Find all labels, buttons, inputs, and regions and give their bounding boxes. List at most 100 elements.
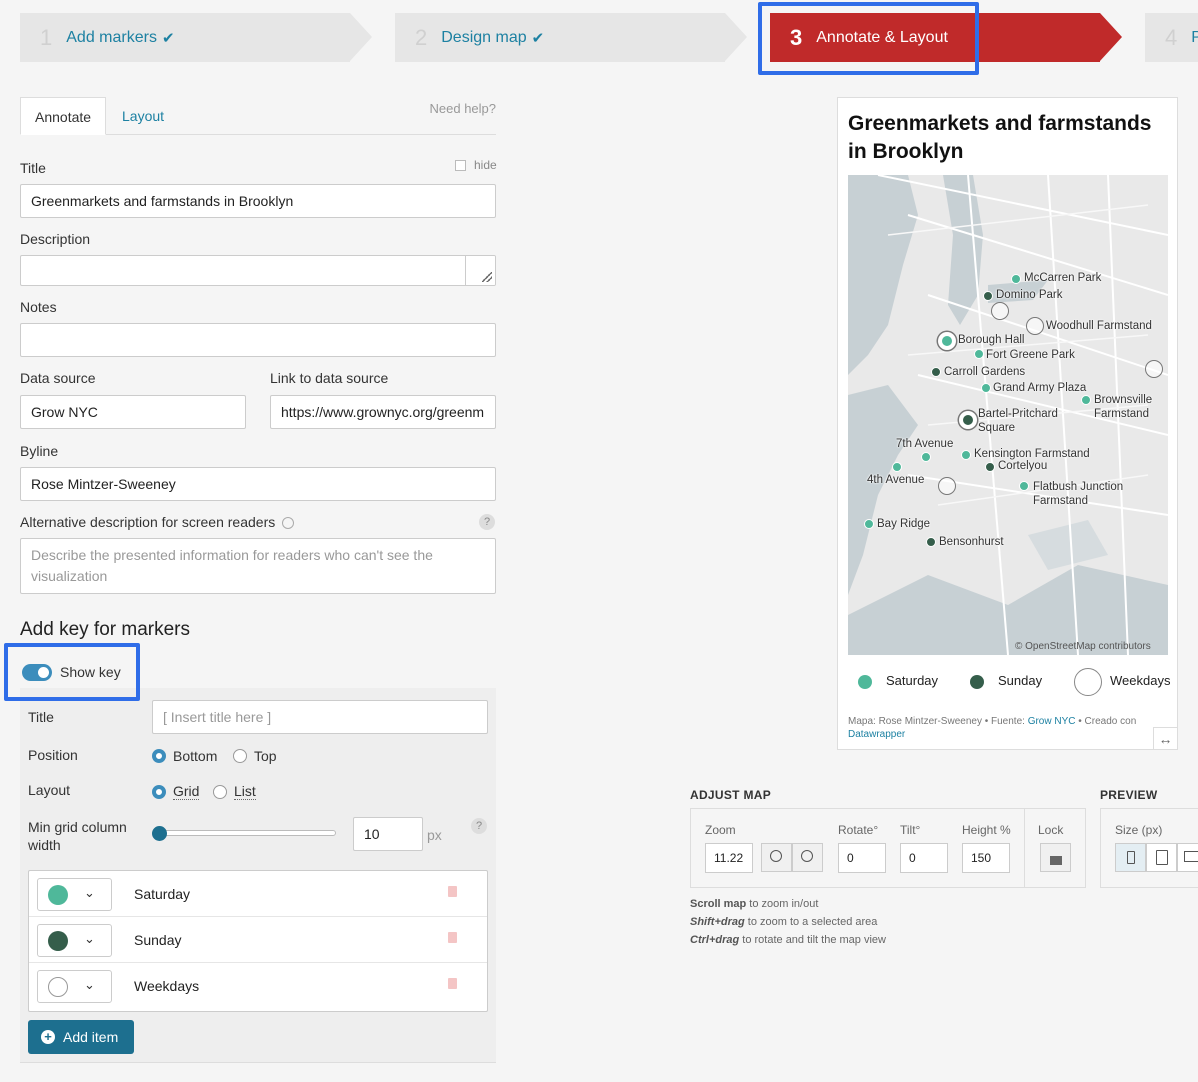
min-grid-slider-handle[interactable]: [152, 826, 167, 841]
step-publish[interactable]: 4 P: [1145, 13, 1198, 62]
key-heading: Add key for markers: [20, 619, 190, 640]
help-icon[interactable]: ?: [471, 818, 487, 834]
height-input[interactable]: 150: [962, 843, 1010, 873]
tilt-input[interactable]: 0: [900, 843, 948, 873]
need-help-link[interactable]: Need help?: [429, 101, 497, 116]
map-marker[interactable]: [892, 462, 902, 472]
layout-list-radio[interactable]: [213, 785, 227, 799]
chart-footer: Mapa: Rose Mintzer-Sweeney • Fuente: Gro…: [848, 715, 1168, 741]
hint-shift-key: Shift+drag: [690, 916, 745, 928]
map-area[interactable]: McCarren Park Domino Park Woodhull Farmsta…: [848, 175, 1168, 655]
trash-icon[interactable]: [448, 886, 457, 897]
map-marker[interactable]: [985, 462, 995, 472]
key-item-label: Sunday: [134, 932, 182, 948]
map-preview-card: Greenmarkets and farmstands in Brooklyn …: [837, 97, 1178, 750]
position-top-radio[interactable]: [233, 749, 247, 763]
map-marker-label: Fort Greene Park: [986, 349, 1075, 361]
notes-label: Notes: [20, 299, 57, 315]
map-marker[interactable]: [1145, 360, 1163, 378]
map-marker[interactable]: [961, 450, 971, 460]
step-number: 3: [790, 24, 803, 50]
footer-datawrapper-link[interactable]: Datawrapper: [848, 729, 906, 740]
map-marker[interactable]: [931, 367, 941, 377]
hide-checkbox[interactable]: [455, 160, 466, 171]
preview-mobile-button[interactable]: [1115, 843, 1146, 872]
map-marker-label: Bay Ridge: [877, 518, 931, 530]
zoom-in-button[interactable]: [761, 843, 792, 872]
help-icon[interactable]: ?: [479, 514, 495, 530]
color-picker-button[interactable]: ⌄: [37, 878, 112, 911]
color-picker-button[interactable]: ⌄: [37, 924, 112, 957]
map-marker[interactable]: [926, 537, 936, 547]
legend-weekdays-label: Weekdays: [1110, 673, 1171, 688]
height-label: Height %: [962, 823, 1011, 837]
layout-list-label: List: [234, 783, 256, 800]
lock-button[interactable]: [1040, 843, 1071, 872]
step-number: 2: [415, 24, 428, 50]
title-input[interactable]: Greenmarkets and farmstands in Brooklyn: [20, 184, 496, 218]
position-bottom-radio[interactable]: [152, 749, 166, 763]
map-marker[interactable]: [921, 452, 931, 462]
tab-annotate[interactable]: Annotate: [20, 97, 107, 135]
byline-label: Byline: [20, 443, 59, 459]
map-marker[interactable]: [981, 383, 991, 393]
step-design-map[interactable]: 2 Design map ✔: [395, 13, 747, 62]
rotate-input[interactable]: 0: [838, 843, 886, 873]
map-marker[interactable]: [983, 291, 993, 301]
key-title-input[interactable]: [ Insert title here ]: [152, 700, 488, 734]
preview-tablet-button[interactable]: [1146, 843, 1177, 872]
map-marker[interactable]: [1019, 481, 1029, 491]
resize-handle-icon[interactable]: [465, 256, 495, 285]
byline-input[interactable]: Rose Mintzer-Sweeney: [20, 467, 496, 501]
trash-icon[interactable]: [448, 932, 457, 943]
map-marker[interactable]: [1026, 317, 1044, 335]
position-top-label: Top: [254, 748, 277, 764]
data-source-label: Data source: [20, 370, 96, 386]
zoom-out-icon: [801, 850, 813, 862]
osm-credit: © OpenStreetMap contributors: [1015, 641, 1151, 652]
data-source-input[interactable]: Grow NYC: [20, 395, 246, 429]
legend-sunday-dot: [970, 675, 984, 689]
layout-grid-label: Grid: [173, 783, 200, 800]
adjust-map-panel: Zoom 11.22 Rotate° 0 Tilt° 0 Height % 15…: [690, 808, 1086, 888]
chevron-down-icon: ⌄: [84, 931, 95, 946]
min-grid-input[interactable]: 10: [353, 817, 423, 851]
add-item-button[interactable]: + Add item: [28, 1020, 134, 1054]
map-marker-label: McCarren Park: [1024, 272, 1102, 284]
link-source-input[interactable]: https://www.grownyc.org/greenm: [270, 395, 496, 429]
hide-label: hide: [474, 158, 497, 172]
hint-ctrl-text: to rotate and tilt the map view: [739, 934, 886, 946]
map-marker[interactable]: [1081, 395, 1091, 405]
legend-saturday-dot: [858, 675, 872, 689]
footer-source-link[interactable]: Grow NYC: [1027, 716, 1076, 727]
map-marker-label: Cortelyou: [998, 460, 1048, 472]
map-marker[interactable]: [938, 477, 956, 495]
footer-mid: • Creado con: [1075, 716, 1137, 727]
layout-grid-radio[interactable]: [152, 785, 166, 799]
tab-layout[interactable]: Layout: [122, 108, 165, 124]
map-svg: [848, 175, 1168, 655]
map-marker[interactable]: [991, 302, 1009, 320]
resize-arrows-icon[interactable]: ↔: [1153, 727, 1177, 749]
step-annotate-layout[interactable]: 3 Annotate & Layout: [770, 13, 1122, 62]
map-marker[interactable]: [864, 519, 874, 529]
zoom-out-button[interactable]: [792, 843, 823, 872]
preview-desktop-button[interactable]: [1177, 843, 1198, 872]
alt-text-textarea[interactable]: Describe the presented information for r…: [20, 538, 496, 594]
step-add-markers[interactable]: 1 Add markers ✔: [20, 13, 372, 62]
key-item-row: ⌄ Weekdays: [29, 963, 487, 1009]
map-marker[interactable]: [962, 414, 974, 426]
map-marker-label: Domino Park: [996, 289, 1063, 301]
trash-icon[interactable]: [448, 978, 457, 989]
map-marker[interactable]: [974, 349, 984, 359]
notes-input[interactable]: [20, 323, 496, 357]
color-picker-button[interactable]: ⌄: [37, 970, 112, 1003]
map-marker[interactable]: [1011, 274, 1021, 284]
show-key-toggle[interactable]: [22, 664, 52, 681]
zoom-input[interactable]: 11.22: [705, 843, 753, 873]
map-marker[interactable]: [941, 335, 953, 347]
map-marker-label: Bensonhurst: [939, 536, 1004, 548]
description-textarea[interactable]: [20, 255, 496, 286]
hint-scroll-text: to zoom in/out: [746, 898, 819, 910]
min-grid-slider-track[interactable]: [152, 830, 336, 836]
